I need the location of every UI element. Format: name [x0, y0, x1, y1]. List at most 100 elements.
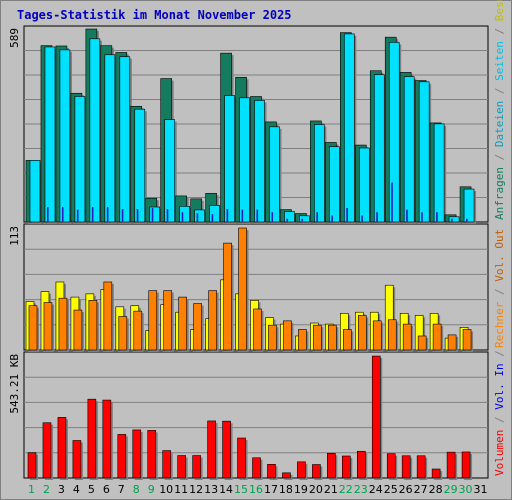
- bar-rechner: [58, 297, 68, 351]
- bar-dateien: [284, 211, 295, 223]
- x-tick-label: 23: [354, 483, 368, 496]
- bar-seiten: [241, 209, 244, 222]
- legend-entry: Dateien: [493, 101, 506, 147]
- bar-dateien: [149, 206, 161, 223]
- bar-dateien: [269, 126, 280, 223]
- bar-volumen: [401, 455, 411, 479]
- bar-dateien: [358, 147, 370, 223]
- bar-volumen: [416, 455, 426, 479]
- bar-rechner: [268, 324, 277, 351]
- x-tick-label: 8: [133, 483, 140, 496]
- legend-entry: Besuche: [493, 0, 506, 21]
- bar-seiten: [211, 214, 214, 222]
- bar-seiten: [376, 212, 378, 222]
- x-tick-label: 10: [159, 483, 173, 496]
- bar-seiten: [436, 212, 438, 222]
- bar-rechner: [208, 290, 217, 351]
- x-tick-label: 12: [189, 483, 203, 496]
- bar-rechner: [43, 302, 53, 351]
- x-tick-label: 13: [204, 483, 218, 496]
- bar-seiten: [346, 207, 348, 222]
- bar-dateien: [59, 49, 71, 223]
- x-tick-label: 18: [279, 483, 293, 496]
- bar-volumen: [267, 463, 276, 479]
- bar-seiten: [151, 207, 154, 222]
- bar-volumen: [87, 398, 97, 479]
- bar-seiten: [451, 218, 453, 222]
- bar-volumen: [297, 461, 306, 479]
- bar-dateien: [254, 100, 265, 223]
- bar-rechner: [238, 227, 247, 351]
- bar-volumen: [237, 437, 246, 479]
- bar-dateien: [119, 56, 131, 223]
- bar-seiten: [331, 215, 333, 222]
- bar-seiten: [421, 212, 423, 222]
- bar-volumen: [356, 450, 366, 479]
- bar-dateien: [463, 188, 475, 223]
- bar-seiten: [181, 212, 184, 222]
- bar-dateien: [329, 146, 340, 223]
- bar-volumen: [282, 472, 291, 479]
- bar-seiten: [91, 207, 94, 222]
- bar-volumen: [42, 422, 52, 479]
- bar-volumen: [312, 464, 321, 479]
- bar-volumen: [192, 455, 201, 479]
- bar-volumen: [461, 451, 471, 479]
- x-tick-label: 20: [309, 483, 323, 496]
- legend-entry: Seiten: [493, 41, 506, 81]
- x-tick-label: 7: [118, 483, 125, 496]
- bar-seiten: [136, 208, 139, 222]
- x-tick-label: 26: [399, 483, 413, 496]
- bar-volumen: [252, 457, 261, 479]
- x-tick-label: 29: [444, 483, 458, 496]
- x-tick-label: 6: [103, 483, 110, 496]
- x-tick-label: 31: [474, 483, 488, 496]
- bar-dateien: [194, 209, 205, 223]
- bar-dateien: [179, 206, 190, 223]
- bar-rechner: [133, 310, 143, 351]
- bar-dateien: [314, 124, 325, 223]
- y-axis-max-label-bottom: 543.21 KB: [8, 354, 21, 414]
- bar-rechner: [283, 320, 292, 351]
- x-tick-label: 25: [384, 483, 398, 496]
- bar-dateien: [448, 216, 460, 223]
- bar-seiten: [391, 182, 393, 222]
- x-tick-label: 30: [459, 483, 473, 496]
- right-legend-top: Anfragen / Dateien / Seiten / Besuche: [493, 0, 506, 220]
- bar-rechner: [28, 305, 38, 351]
- right-legend-mid: Rechner / Vol. Out: [493, 229, 506, 348]
- bar-seiten: [256, 209, 259, 222]
- bar-rechner: [357, 315, 367, 351]
- bar-rechner: [462, 329, 472, 351]
- bar-seiten: [271, 212, 274, 222]
- bar-rechner: [387, 319, 397, 351]
- x-tick-label: 21: [324, 483, 338, 496]
- bar-seiten: [166, 208, 169, 222]
- y-axis-max-label-mid: 113: [8, 226, 21, 246]
- bar-dateien: [164, 119, 176, 223]
- legend-entry: /: [493, 147, 506, 167]
- bar-seiten: [121, 208, 124, 222]
- x-tick-label: 14: [219, 483, 233, 496]
- x-tick-label: 24: [369, 483, 383, 496]
- bar-volumen: [162, 450, 172, 479]
- bar-volumen: [57, 417, 67, 479]
- x-tick-label: 2: [43, 483, 50, 496]
- bar-dateien: [418, 81, 430, 223]
- bar-dateien: [373, 74, 385, 223]
- x-tick-label: 1: [28, 483, 35, 496]
- bar-volumen: [371, 355, 381, 479]
- bar-dateien: [388, 42, 400, 223]
- bar-seiten: [226, 208, 229, 222]
- bar-rechner: [163, 290, 173, 351]
- legend-entry: /: [493, 350, 506, 363]
- legend-entry: /: [493, 81, 506, 101]
- legend-entry: /: [493, 21, 506, 41]
- bar-dateien: [89, 38, 101, 223]
- bar-rechner: [223, 242, 232, 351]
- bar-seiten: [361, 215, 363, 222]
- bar-dateien: [433, 123, 445, 223]
- panel-bottom: [23, 351, 489, 479]
- bar-volumen: [222, 420, 231, 479]
